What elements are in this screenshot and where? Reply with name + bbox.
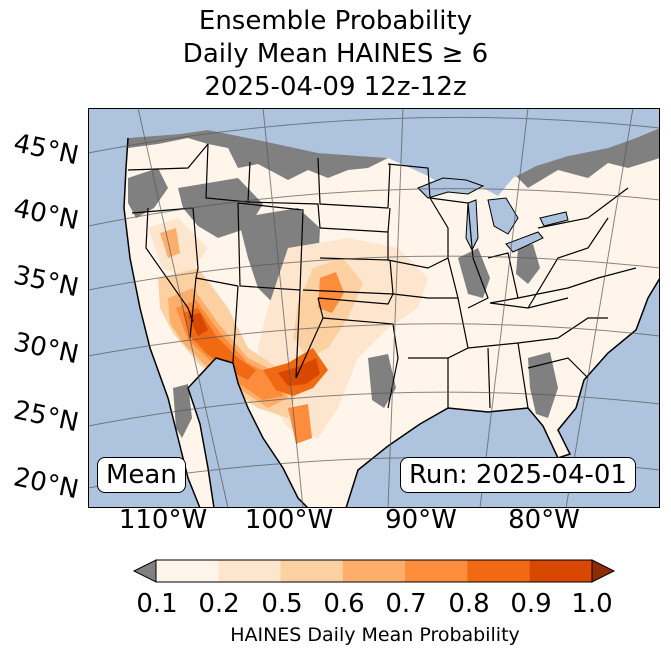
colorbar-over-arrow bbox=[591, 559, 616, 583]
colorbar-tick-0.8: 0.8 bbox=[448, 589, 490, 619]
lake-huron bbox=[487, 197, 519, 235]
lon-label-80: 80°W bbox=[508, 505, 580, 535]
map-panel bbox=[88, 108, 660, 508]
lake-superior bbox=[417, 177, 485, 199]
colorbar-label: HAINES Daily Mean Probability bbox=[230, 624, 520, 646]
colorbar-segment-0 bbox=[156, 560, 219, 582]
colorbar-segment-6 bbox=[529, 560, 593, 582]
colorbar-under-arrow bbox=[132, 559, 157, 583]
lon-label-100: 100°W bbox=[244, 505, 334, 535]
mean-label-box: Mean bbox=[97, 457, 186, 493]
colorbar-segment-5 bbox=[467, 560, 531, 582]
lon-label-90: 90°W bbox=[385, 505, 457, 535]
prob-0.6-nevada bbox=[160, 228, 180, 258]
lat-label-35: 35°N bbox=[10, 260, 82, 304]
run-date-box: Run: 2025-04-01 bbox=[400, 457, 636, 493]
colorbar-segment-4 bbox=[405, 560, 468, 582]
low-probability-northwest bbox=[128, 168, 168, 218]
colorbar-tick-0.2: 0.2 bbox=[198, 589, 240, 619]
colorbar-tick-0.5: 0.5 bbox=[261, 589, 303, 619]
lat-label-20: 20°N bbox=[10, 462, 82, 506]
low-probability-midwest bbox=[458, 248, 490, 298]
low-probability-gulf bbox=[528, 352, 558, 418]
colorbar-tick-0.1: 0.1 bbox=[136, 589, 178, 619]
low-probability-ohio bbox=[516, 244, 540, 284]
colorbar bbox=[132, 559, 616, 583]
colorbar-tick-0.9: 0.9 bbox=[510, 589, 552, 619]
title-line-2: Daily Mean HAINES ≥ 6 bbox=[182, 39, 489, 69]
prob-0.7-plains bbox=[318, 272, 344, 313]
lat-label-45: 45°N bbox=[10, 128, 82, 172]
lat-label-40: 40°N bbox=[10, 193, 82, 237]
colorbar-tick-1.0: 1.0 bbox=[571, 589, 613, 619]
colorbar-segments bbox=[156, 560, 593, 582]
colorbar-tick-0.6: 0.6 bbox=[323, 589, 365, 619]
lat-label-30: 30°N bbox=[10, 327, 82, 371]
map-frame bbox=[88, 108, 660, 508]
lat-label-25: 25°N bbox=[10, 395, 82, 439]
chart-title: Ensemble Probability Daily Mean HAINES ≥… bbox=[0, 5, 671, 104]
lon-label-110: 110°W bbox=[118, 505, 208, 535]
graticule bbox=[88, 108, 660, 508]
colorbar-segment-1 bbox=[218, 560, 282, 582]
colorbar-tick-0.7: 0.7 bbox=[385, 589, 427, 619]
title-line-3: 2025-04-09 12z-12z bbox=[204, 72, 467, 102]
title-line-1: Ensemble Probability bbox=[198, 6, 473, 36]
lake-ontario bbox=[539, 211, 569, 227]
prob-0.9-arizona bbox=[188, 313, 208, 336]
low-probability-texas-coast bbox=[368, 354, 396, 408]
colorbar-segment-3 bbox=[342, 560, 406, 582]
colorbar-frame bbox=[155, 559, 593, 583]
colorbar-segment-2 bbox=[280, 560, 344, 582]
